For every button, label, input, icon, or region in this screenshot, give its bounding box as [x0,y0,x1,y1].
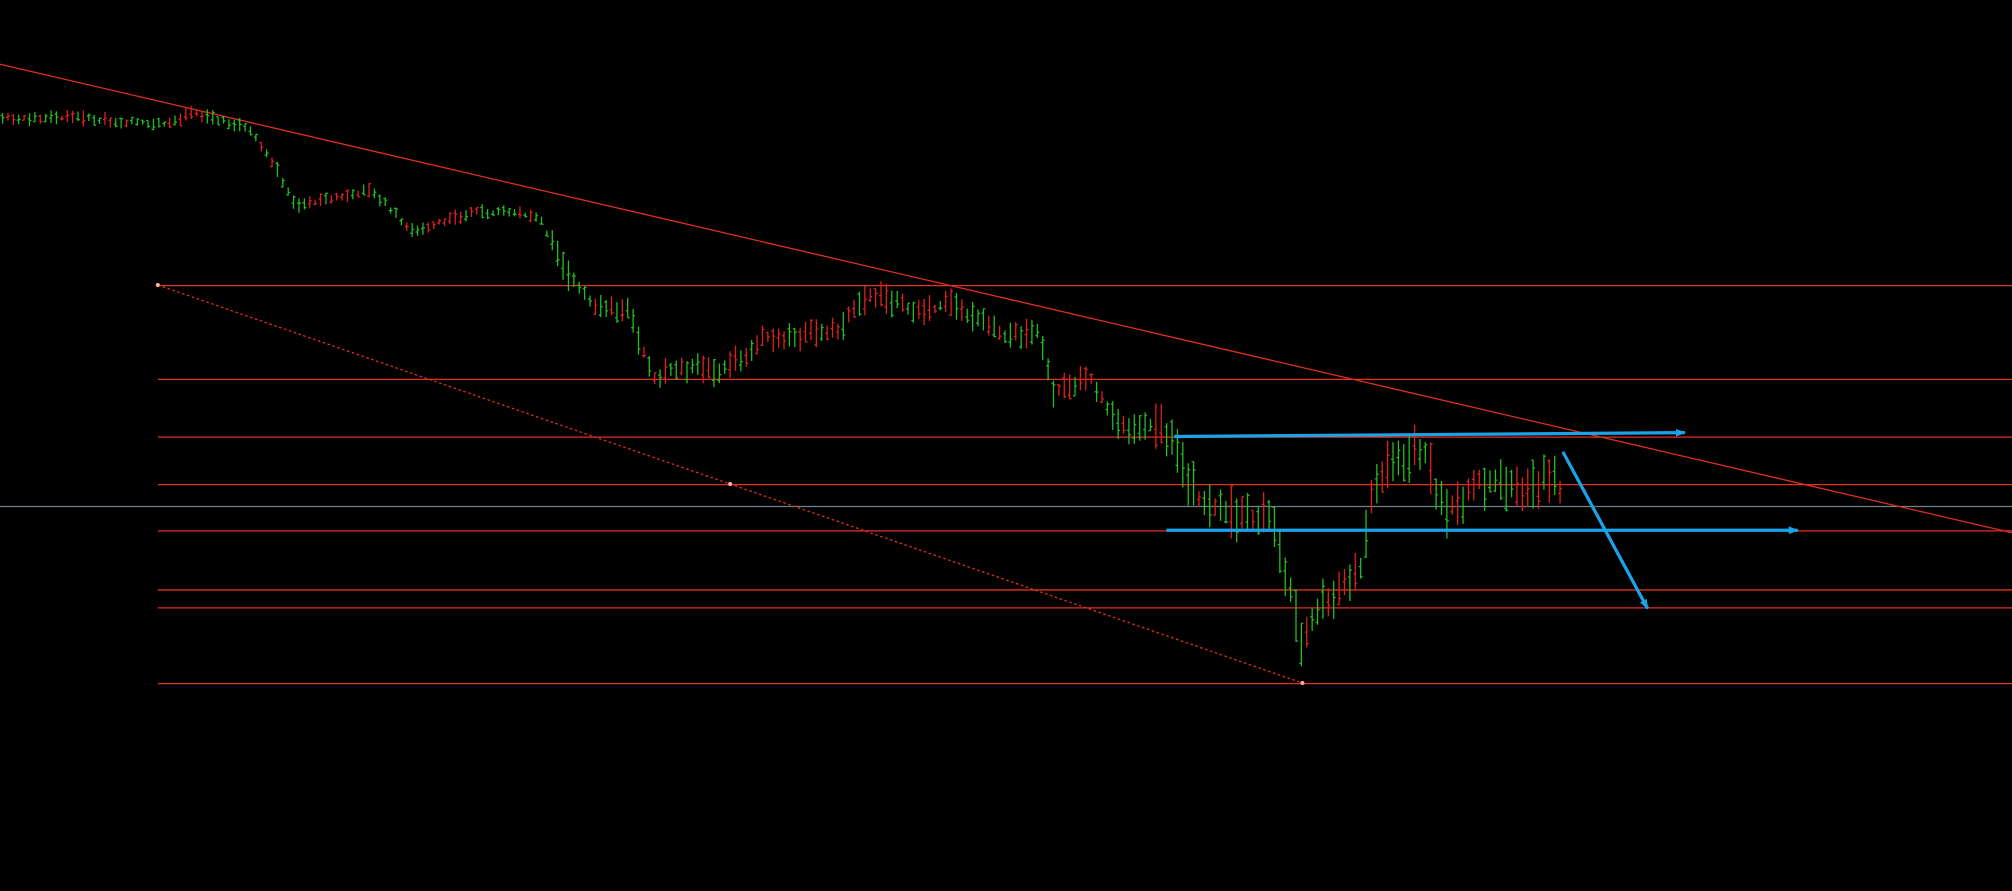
anchor-point [155,282,160,288]
arrow [1174,428,1687,439]
anchor-point [728,481,733,487]
price-bars [0,105,1562,667]
arrow [1561,451,1649,610]
anchor-point [1300,680,1305,686]
trend-line [0,63,2012,534]
level-lines [157,285,2012,685]
arrows [1166,428,1799,610]
